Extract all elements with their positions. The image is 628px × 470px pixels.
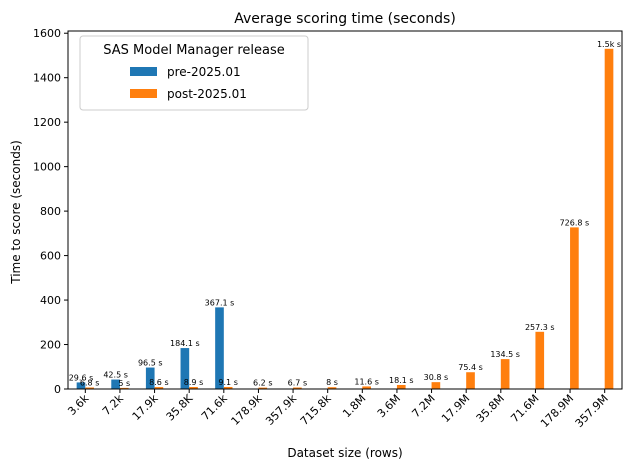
data-label-post-2025.01-17.9k: 8.6 s bbox=[149, 378, 168, 387]
x-tick-label-357.9M: 357.9M bbox=[573, 392, 611, 430]
data-label-pre-2025.01-17.9k: 96.5 s bbox=[138, 359, 163, 368]
data-label-post-2025.01-357.9M: 1.5k s bbox=[597, 40, 621, 49]
axes-frame bbox=[67, 30, 623, 390]
legend-label-post-2025: post-2025.01 bbox=[167, 87, 247, 101]
bar-post-2025.01-17.9M bbox=[466, 372, 475, 389]
bar-pre-2025.01-17.9k bbox=[145, 367, 155, 389]
data-label-post-2025.01-3.6k: 6.8 s bbox=[80, 378, 99, 387]
y-tick-label-800: 800 bbox=[40, 205, 61, 218]
x-tick-label-71.6M: 71.6M bbox=[508, 392, 541, 425]
bar-post-2025.01-71.6k bbox=[223, 386, 233, 389]
chart-title: Average scoring time (seconds) bbox=[234, 11, 456, 27]
bar-pre-2025.01-35.8K bbox=[180, 348, 190, 389]
x-tick-label-17.9M: 17.9M bbox=[439, 392, 472, 425]
data-label-post-2025.01-7.2k: 5 s bbox=[118, 379, 130, 388]
data-label-post-2025.01-715.8k: 8 s bbox=[326, 378, 338, 387]
bar-post-2025.01-71.6M bbox=[535, 331, 545, 389]
y-tick-label-1400: 1400 bbox=[33, 72, 61, 85]
data-label-post-2025.01-17.9M: 75.4 s bbox=[458, 363, 483, 372]
data-label-post-2025.01-1.8M: 11.6 s bbox=[354, 377, 379, 386]
bar-post-2025.01-178.9M bbox=[570, 227, 579, 389]
data-label-pre-2025.01-7.2k: 42.5 s bbox=[103, 371, 128, 380]
legend-swatch-pre-2025 bbox=[130, 67, 157, 76]
y-tick-label-200: 200 bbox=[40, 339, 61, 352]
x-tick-label-178.9M: 178.9M bbox=[538, 392, 576, 430]
bar-post-2025.01-35.8M bbox=[500, 359, 510, 389]
bar-pre-2025.01-3.6k bbox=[76, 382, 86, 389]
data-label-post-2025.01-35.8K: 8.9 s bbox=[184, 378, 203, 387]
y-tick-label-400: 400 bbox=[40, 294, 61, 307]
legend-title: SAS Model Manager release bbox=[103, 43, 284, 58]
data-label-post-2025.01-7.2M: 30.8 s bbox=[424, 373, 449, 382]
y-axis-label: Time to score (seconds) bbox=[9, 140, 23, 285]
bar-post-2025.01-357.9M bbox=[604, 48, 614, 389]
x-axis-label: Dataset size (rows) bbox=[287, 446, 402, 460]
data-label-post-2025.01-178.9M: 726.8 s bbox=[560, 218, 590, 227]
bar-post-2025.01-7.2M bbox=[431, 382, 441, 389]
data-label-post-2025.01-35.8M: 134.5 s bbox=[490, 350, 520, 359]
data-label-pre-2025.01-71.6k: 367.1 s bbox=[205, 298, 235, 307]
bar-post-2025.01-1.8M bbox=[362, 386, 371, 389]
data-label-post-2025.01-3.6M: 18.1 s bbox=[389, 376, 414, 385]
y-tick-label-1600: 1600 bbox=[33, 27, 61, 40]
data-label-pre-2025.01-3.6k: 29.6 s bbox=[69, 373, 94, 382]
bar-post-2025.01-7.2k bbox=[119, 387, 129, 389]
x-tick-label-35.8K: 35.8K bbox=[164, 391, 196, 423]
legend-label-pre-2025: pre-2025.01 bbox=[167, 65, 241, 79]
x-tick-label-3.6k: 3.6k bbox=[65, 391, 92, 418]
data-label-post-2025.01-71.6k: 9.1 s bbox=[218, 378, 237, 387]
bar-pre-2025.01-7.2k bbox=[111, 379, 120, 389]
bar-post-2025.01-35.8K bbox=[189, 387, 198, 389]
bar-post-2025.01-3.6k bbox=[85, 387, 94, 389]
bar-post-2025.01-178.9k bbox=[258, 387, 268, 389]
x-tick-label-17.9k: 17.9k bbox=[130, 391, 161, 422]
bar-post-2025.01-715.8k bbox=[327, 387, 337, 389]
y-tick-label-1200: 1200 bbox=[33, 116, 61, 129]
legend: SAS Model Manager release pre-2025.01 po… bbox=[79, 35, 309, 111]
x-tick-label-35.8M: 35.8M bbox=[474, 392, 507, 425]
bar-post-2025.01-357.9k bbox=[293, 387, 302, 389]
x-tick-label-3.6M: 3.6M bbox=[375, 392, 403, 420]
x-tick-label-1.8M: 1.8M bbox=[340, 392, 368, 420]
x-tick-label-7.2k: 7.2k bbox=[100, 391, 127, 418]
data-label-post-2025.01-357.9k: 6.7 s bbox=[288, 379, 307, 388]
x-tick-label-7.2M: 7.2M bbox=[409, 392, 437, 420]
bar-post-2025.01-3.6M bbox=[396, 384, 406, 389]
y-tick-label-1000: 1000 bbox=[33, 161, 61, 174]
data-label-post-2025.01-71.6M: 257.3 s bbox=[525, 323, 555, 332]
data-label-post-2025.01-178.9k: 6.2 s bbox=[253, 379, 272, 388]
y-tick-label-0: 0 bbox=[54, 383, 61, 396]
legend-swatch-post-2025 bbox=[130, 89, 157, 98]
x-tick-label-357.9k: 357.9k bbox=[263, 391, 299, 427]
y-tick-label-600: 600 bbox=[40, 250, 61, 263]
bar-post-2025.01-17.9k bbox=[154, 387, 164, 389]
bar-pre-2025.01-71.6k bbox=[215, 307, 224, 389]
x-tick-label-178.9k: 178.9k bbox=[229, 391, 265, 427]
x-tick-label-715.8k: 715.8k bbox=[298, 391, 334, 427]
data-label-pre-2025.01-35.8K: 184.1 s bbox=[170, 339, 200, 348]
x-tick-label-71.6k: 71.6k bbox=[199, 391, 230, 422]
